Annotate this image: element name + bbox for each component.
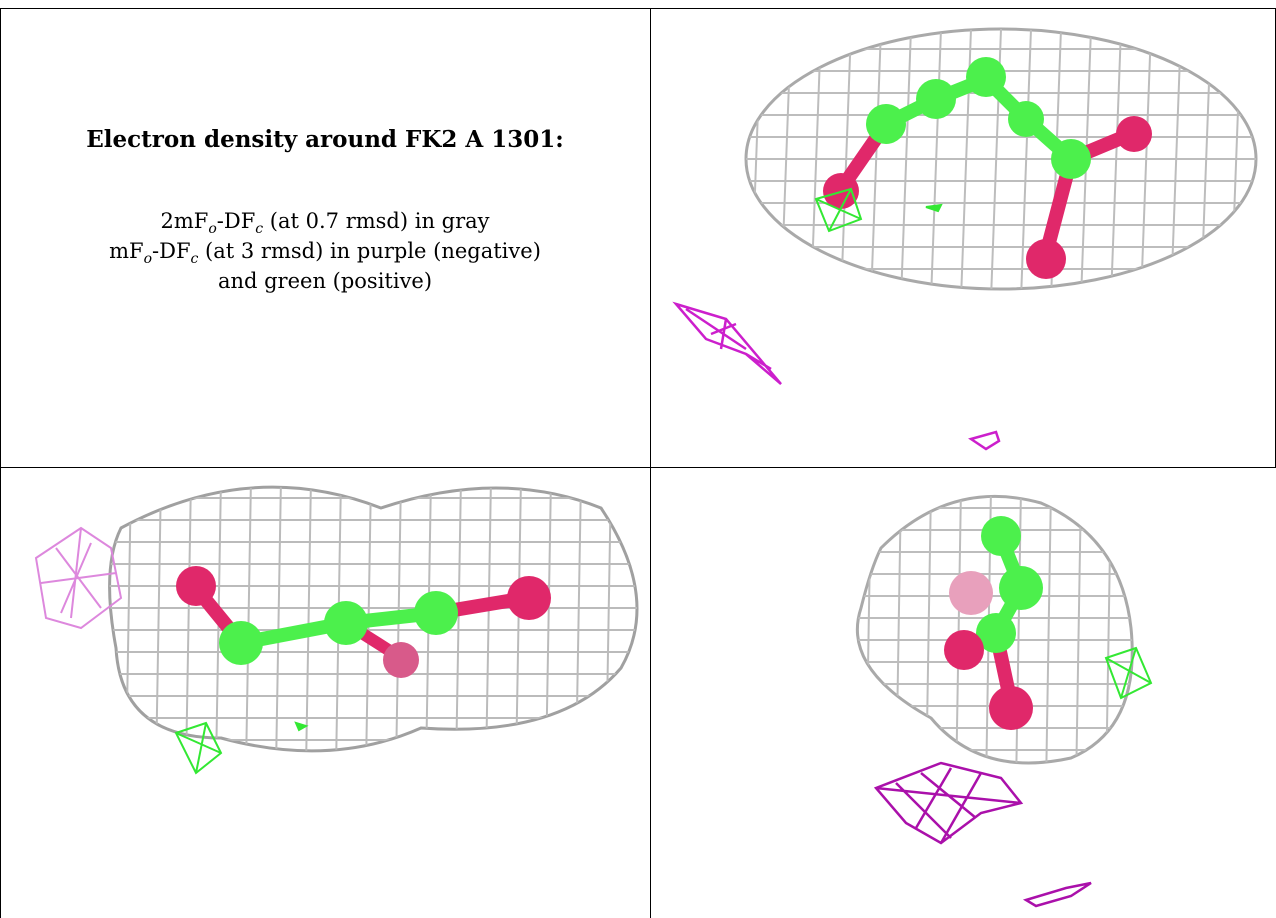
negative-density-blob	[873, 761, 1092, 908]
positive-density-blob	[1104, 646, 1153, 700]
rule-center	[650, 8, 651, 918]
caption-cell: Electron density around FK2 A 1301: 2mFo…	[0, 0, 650, 466]
rule-top	[0, 8, 1276, 9]
caption-description: 2mFo-DFc (at 0.7 rmsd) in gray mFo-DFc (…	[0, 206, 650, 296]
rule-left	[0, 8, 1, 918]
view-top-right	[651, 9, 1275, 467]
gray-mesh-grid	[746, 29, 1256, 289]
legend-line-diff: mFo-DFc (at 3 rmsd) in purple (negative)	[109, 239, 541, 268]
density-render-bottom-right	[855, 494, 1153, 908]
positive-density-blob	[814, 187, 943, 233]
density-render-bottom-left	[34, 485, 639, 775]
caption-title: Electron density around FK2 A 1301:	[86, 126, 564, 153]
legend-line-gray: 2mFo-DFc (at 0.7 rmsd) in gray	[160, 209, 490, 238]
ligand-model	[176, 566, 551, 678]
rule-middle	[0, 467, 1276, 468]
ligand-model	[823, 57, 1152, 279]
negative-density-blob	[34, 526, 123, 630]
view-bottom-right	[651, 468, 1275, 918]
ligand-model	[944, 516, 1043, 730]
positive-density-blob	[174, 721, 309, 775]
legend-line-positive: and green (positive)	[217, 269, 433, 293]
negative-density-blob	[672, 301, 1001, 451]
view-bottom-left	[1, 468, 650, 918]
density-render-top-right	[672, 27, 1258, 451]
